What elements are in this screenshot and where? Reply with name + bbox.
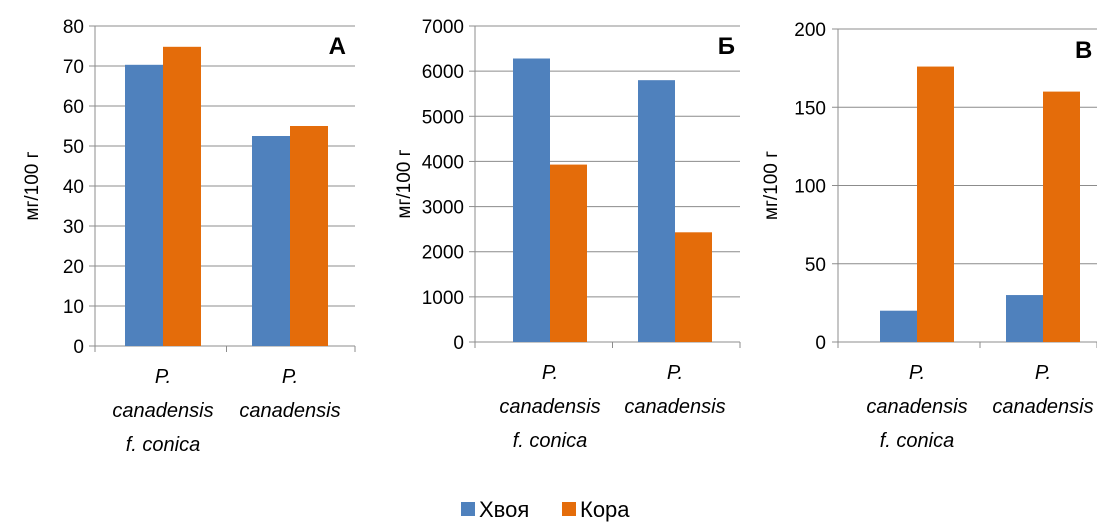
category-label: f. conica [126, 434, 200, 456]
panel-letter: А [329, 33, 346, 60]
category-label: P. [667, 362, 683, 384]
category-label: f. conica [880, 430, 954, 452]
category-label: canadensis [112, 400, 213, 422]
bar-khvoya [513, 58, 550, 342]
bar-kora [550, 164, 587, 342]
category-label: canadensis [866, 396, 967, 418]
legend-label: Кора [580, 497, 630, 522]
y-tick-label: 100 [794, 177, 826, 198]
category-label: P. [155, 366, 171, 388]
category-label: P. [542, 362, 558, 384]
y-tick-label: 50 [63, 137, 84, 158]
bar-khvoya [638, 80, 675, 343]
category-label: P. [909, 362, 925, 384]
category-label: canadensis [499, 396, 600, 418]
legend-swatch [461, 502, 475, 516]
y-axis-label: мг/100 г [22, 151, 43, 220]
y-tick-label: 40 [63, 177, 84, 198]
chart-panel-1: 0 10 20 30 40 50 60 70 80 мг/100 г P. canadensis f. … [22, 17, 356, 456]
y-tick-label: 6000 [422, 62, 464, 83]
bar-kora [1043, 91, 1080, 342]
panel-letter: В [1075, 37, 1092, 64]
chart-panels: 0 10 20 30 40 50 60 70 80 мг/100 г P. canadensis f. … [22, 17, 1097, 456]
y-tick-label: 70 [63, 57, 84, 78]
legend-label: Хвоя [479, 497, 529, 522]
panel-letter: Б [718, 33, 735, 60]
bar-khvoya [880, 310, 917, 342]
bar-kora [290, 126, 328, 346]
category-label: canadensis [239, 400, 340, 422]
chart-panel-2: 0 1000 2000 3000 4000 5000 6000 7000 мг/100 г P. c… [394, 17, 741, 452]
y-axis-label: мг/100 г [761, 151, 782, 220]
y-tick-label: 20 [63, 257, 84, 278]
category-label: P. [282, 366, 298, 388]
chart-panel-3: 0 50 100 150 200 мг/100 г P. canadensis f. conic… [761, 20, 1097, 452]
legend: Хвоя Кора [461, 497, 630, 522]
y-tick-label: 0 [453, 333, 464, 354]
bar-kora [163, 46, 201, 347]
y-tick-label: 7000 [422, 17, 464, 38]
category-label: f. conica [513, 430, 587, 452]
y-tick-label: 50 [805, 255, 826, 276]
y-tick-label: 4000 [422, 152, 464, 173]
bar-khvoya [125, 64, 163, 347]
y-tick-label: 80 [63, 17, 84, 38]
bar-khvoya [252, 136, 290, 346]
y-tick-label: 30 [63, 217, 84, 238]
y-tick-label: 5000 [422, 107, 464, 128]
category-label: canadensis [992, 396, 1093, 418]
y-tick-label: 1000 [422, 288, 464, 309]
y-tick-label: 150 [794, 98, 826, 119]
bar-khvoya [1006, 295, 1043, 342]
y-tick-label: 2000 [422, 243, 464, 264]
bar-kora [675, 232, 712, 342]
y-tick-label: 0 [815, 333, 826, 354]
legend-swatch [562, 502, 576, 516]
category-label: P. [1035, 362, 1051, 384]
bar-kora [917, 66, 954, 342]
y-tick-label: 200 [794, 20, 826, 41]
y-axis-label: мг/100 г [394, 149, 415, 218]
y-tick-label: 60 [63, 97, 84, 118]
category-label: canadensis [624, 396, 725, 418]
y-tick-label: 10 [63, 297, 84, 318]
y-tick-label: 0 [73, 337, 84, 358]
y-tick-label: 3000 [422, 198, 464, 219]
